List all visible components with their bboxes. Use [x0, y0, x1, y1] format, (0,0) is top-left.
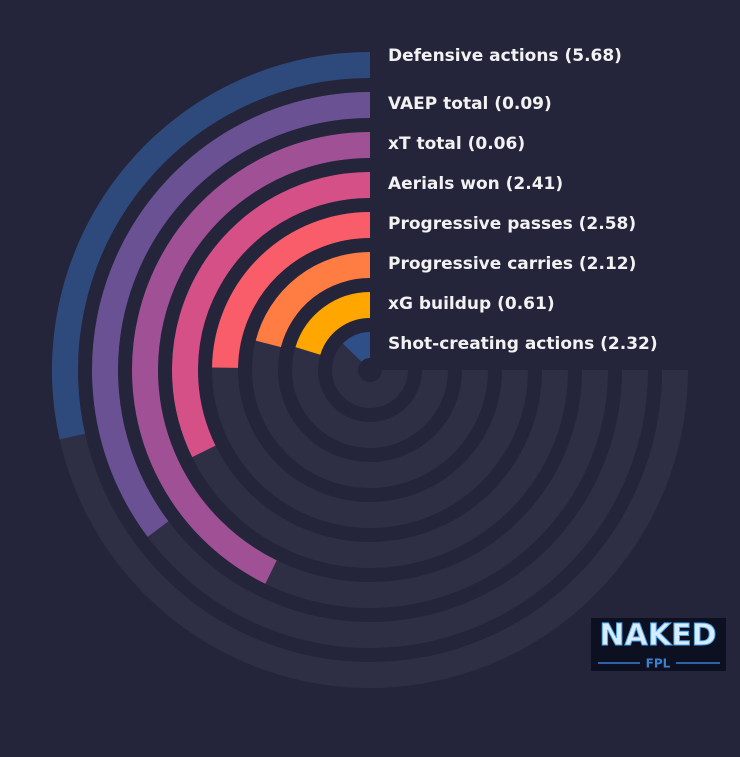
bar-label: xG buildup (0.61) — [388, 294, 555, 314]
logo-box — [591, 618, 726, 671]
bar — [255, 252, 371, 348]
bar — [342, 332, 372, 363]
bar — [172, 172, 371, 458]
logo-title: NAKED — [600, 618, 717, 653]
bar — [295, 292, 371, 356]
bar-label: VAEP total (0.09) — [388, 94, 552, 114]
bar — [132, 132, 371, 584]
logo-subtitle: FPL — [646, 657, 671, 671]
bar-label: Progressive carries (2.12) — [388, 254, 636, 274]
bar-label: Defensive actions (5.68) — [388, 46, 622, 66]
bar-label: Progressive passes (2.58) — [388, 214, 636, 234]
bar-label: Shot-creating actions (2.32) — [388, 334, 658, 354]
bar-label: Aerials won (2.41) — [388, 174, 563, 194]
bar — [92, 92, 371, 537]
logo: NAKED FPL — [591, 618, 726, 671]
bar-label: xT total (0.06) — [388, 134, 525, 154]
bar — [212, 212, 371, 369]
bar — [52, 52, 371, 440]
